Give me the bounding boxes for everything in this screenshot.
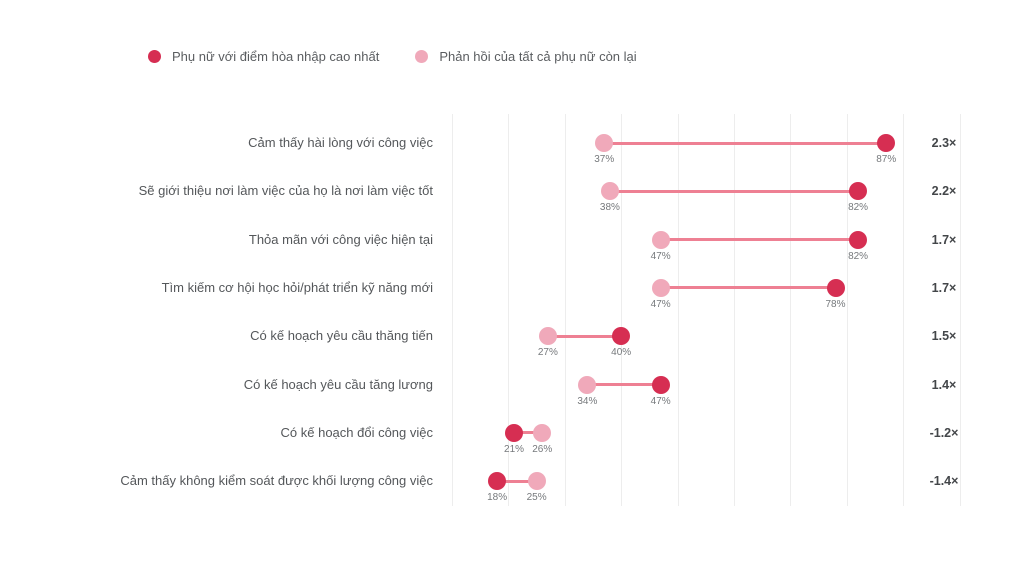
dot-highest[interactable] (651, 375, 670, 394)
dot-highest[interactable] (826, 278, 845, 297)
value-label-others: 34% (577, 395, 598, 407)
dot-highest[interactable] (488, 472, 507, 491)
gridline (508, 114, 510, 506)
dot-others[interactable] (533, 423, 552, 442)
legend-label-highest: Phụ nữ với điểm hòa nhập cao nhất (172, 49, 380, 64)
dot-others[interactable] (527, 472, 546, 491)
dot-others[interactable] (651, 278, 670, 297)
legend-item-highest: Phụ nữ với điểm hòa nhập cao nhất (148, 49, 379, 64)
dot-others[interactable] (578, 375, 597, 394)
value-label-others: 27% (537, 347, 558, 359)
category-label: Tìm kiếm cơ hội học hỏi/phát triển kỹ nă… (161, 279, 433, 295)
multiplier-label: 1.5× (931, 329, 957, 344)
category-label: Cảm thấy không kiểm soát được khối lượng… (120, 473, 433, 489)
dumbbell-connector (609, 189, 859, 193)
dot-others[interactable] (600, 182, 619, 201)
category-label: Có kế hoạch đổi công việc (280, 424, 433, 440)
value-label-others: 38% (599, 202, 620, 214)
dumbbell-connector (514, 431, 543, 435)
dot-others[interactable] (651, 230, 670, 249)
dot-others[interactable] (538, 327, 557, 346)
dot-highest[interactable] (505, 423, 524, 442)
value-label-others: 47% (650, 298, 671, 310)
dumbbell-connector (547, 334, 622, 338)
multiplier-label: -1.4× (929, 474, 959, 489)
legend-label-others: Phản hồi của tất cả phụ nữ còn lại (439, 49, 637, 64)
multiplier-label: 1.4× (931, 377, 957, 392)
gridline (959, 114, 961, 506)
category-label: Sẽ giới thiệu nơi làm việc của họ là nơi… (138, 183, 433, 199)
dot-highest[interactable] (849, 230, 868, 249)
multiplier-label: 2.3× (931, 136, 957, 150)
value-label-highest: 82% (848, 202, 869, 214)
dot-highest[interactable] (877, 134, 896, 152)
gridline (621, 114, 623, 506)
dumbbell-connector (497, 479, 537, 483)
value-label-highest: 18% (487, 492, 508, 504)
gridline (564, 114, 566, 506)
dumbbell-connector (587, 383, 661, 386)
gridline (903, 114, 905, 506)
dot-highest[interactable] (612, 327, 631, 346)
multiplier-label: 1.7× (931, 280, 957, 295)
multiplier-label: 1.7× (931, 232, 957, 247)
gridline (846, 114, 848, 506)
gridline (734, 114, 735, 506)
legend: Phụ nữ với điểm hòa nhập cao nhất Phản h… (148, 49, 637, 64)
multiplier-label: 2.2× (931, 184, 957, 199)
value-label-highest: 87% (876, 154, 897, 165)
dot-others[interactable] (595, 134, 614, 152)
dumbbell-connector (660, 238, 859, 242)
category-label: Có kế hoạch yêu cầu tăng lương (243, 376, 433, 392)
gridline (677, 114, 679, 506)
gridline (790, 114, 792, 506)
value-label-highest: 82% (848, 250, 869, 262)
legend-dot-highest-icon (148, 50, 161, 63)
category-label: Cảm thấy hài lòng với công việc (248, 135, 433, 150)
category-label: Có kế hoạch yêu cầu thăng tiến (250, 328, 433, 344)
value-label-highest: 21% (504, 443, 525, 455)
value-label-highest: 40% (611, 347, 632, 359)
value-label-highest: 47% (650, 395, 671, 407)
gridline (452, 114, 453, 506)
legend-item-others: Phản hồi của tất cả phụ nữ còn lại (415, 49, 637, 64)
legend-dot-others-icon (415, 50, 429, 63)
value-label-others: 47% (650, 250, 671, 262)
dot-highest[interactable] (849, 182, 868, 201)
dumbbell-connector (604, 141, 887, 145)
category-label: Thỏa mãn với công việc hiện tại (248, 231, 433, 247)
value-label-others: 37% (594, 154, 615, 165)
value-label-highest: 78% (825, 298, 846, 310)
value-label-others: 25% (526, 492, 547, 504)
value-label-others: 26% (532, 443, 553, 455)
dumbbell-connector (660, 286, 836, 290)
multiplier-label: -1.2× (929, 425, 959, 440)
